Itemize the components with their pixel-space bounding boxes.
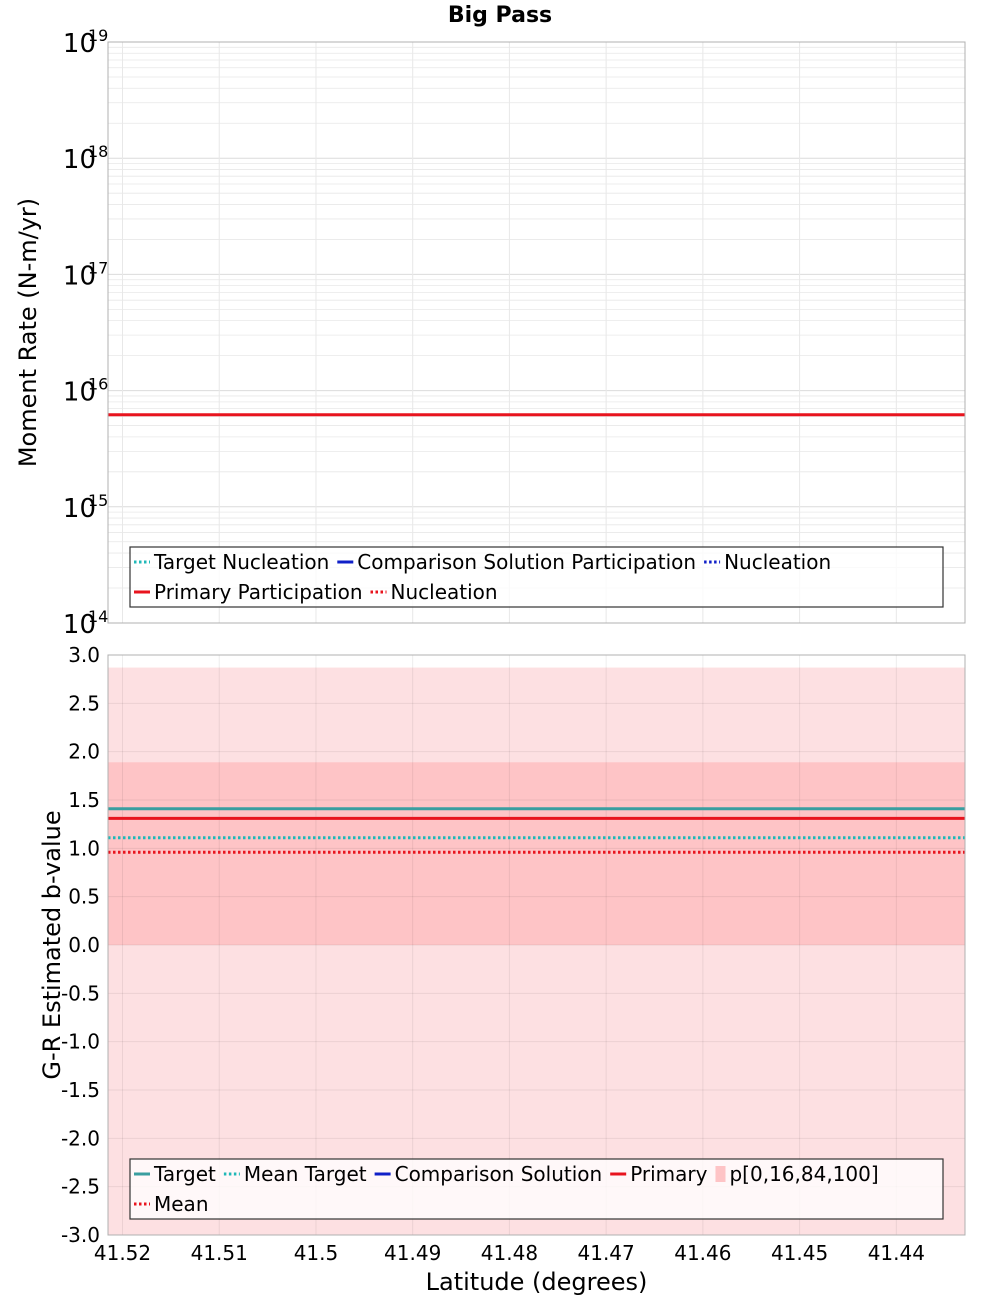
percentile-band bbox=[108, 762, 965, 945]
y-tick-label-base: 10 bbox=[63, 378, 96, 408]
y-tick-label-exponent: 16 bbox=[88, 375, 108, 394]
legend-label: p[0,16,84,100] bbox=[729, 1162, 878, 1186]
y-tick-label: 1.0 bbox=[68, 836, 100, 860]
y-tick-label: 0.5 bbox=[68, 885, 100, 909]
x-tick-label: 41.5 bbox=[294, 1241, 339, 1265]
legend-label: Comparison Solution bbox=[395, 1162, 603, 1186]
y-tick-label-base: 10 bbox=[63, 145, 96, 175]
y-tick-label: 2.0 bbox=[68, 740, 100, 764]
y-tick-label: -2.0 bbox=[61, 1126, 100, 1150]
legend-box bbox=[129, 546, 944, 608]
legend-swatch bbox=[715, 1166, 726, 1182]
legend-label: Nucleation bbox=[724, 550, 831, 574]
y-tick-label: -1.5 bbox=[61, 1078, 100, 1102]
legend-label: Mean Target bbox=[244, 1162, 367, 1186]
y-tick-label: -3.0 bbox=[61, 1223, 100, 1247]
y-tick-label-exponent: 17 bbox=[88, 258, 108, 277]
y-tick-label-base: 10 bbox=[63, 261, 96, 291]
moment-rate-y-label: Moment Rate (N-m/yr) bbox=[14, 198, 42, 467]
legend-label: Comparison Solution Participation bbox=[357, 550, 696, 574]
legend-label: Primary bbox=[630, 1162, 707, 1186]
x-tick-label: 41.52 bbox=[94, 1241, 151, 1265]
b-value-y-label: G-R Estimated b-value bbox=[38, 810, 66, 1079]
x-tick-label: 41.48 bbox=[481, 1241, 538, 1265]
legend-label: Primary Participation bbox=[154, 580, 363, 604]
b-value-legend: Target Mean Target Comparison Solution Prim… bbox=[129, 1158, 944, 1220]
y-tick-label-exponent: 15 bbox=[88, 491, 108, 510]
b-value-bands bbox=[108, 667, 965, 1235]
y-tick-label-exponent: 14 bbox=[88, 607, 108, 626]
b-value-frame bbox=[107, 654, 966, 1236]
x-tick-label: 41.51 bbox=[191, 1241, 248, 1265]
moment-rate-legend: Target Nucleation Comparison Solution Par… bbox=[129, 546, 944, 608]
moment-rate-grid bbox=[108, 41, 965, 624]
b-value-series bbox=[108, 807, 965, 854]
legend-box bbox=[129, 1158, 944, 1220]
y-tick-label: -1.0 bbox=[61, 1030, 100, 1054]
percentile-band bbox=[108, 667, 965, 1235]
y-tick-label-exponent: 19 bbox=[88, 26, 108, 45]
y-tick-label: -2.5 bbox=[61, 1175, 100, 1199]
y-tick-label-exponent: 18 bbox=[88, 142, 108, 161]
latitude-x-label: Latitude (degrees) bbox=[426, 1268, 648, 1296]
legend-label: Target bbox=[153, 1162, 216, 1186]
y-tick-label-base: 10 bbox=[63, 494, 96, 524]
legend-label: Target Nucleation bbox=[153, 550, 329, 574]
chart-title: Big Pass bbox=[448, 3, 552, 28]
y-tick-label: 2.5 bbox=[68, 691, 100, 715]
legend-label: Mean bbox=[154, 1192, 209, 1216]
y-tick-label: -0.5 bbox=[61, 981, 100, 1005]
moment-rate-frame bbox=[107, 41, 966, 624]
x-tick-label: 41.49 bbox=[384, 1241, 441, 1265]
y-tick-label: 0.0 bbox=[68, 933, 100, 957]
y-tick-label-base: 10 bbox=[63, 610, 96, 640]
b-value-y-ticks: 3.0 2.5 2.0 1.5 1.0 0.5 0.0 -0.5 -1.0 -1.5 -2.0 -2.… bbox=[61, 643, 100, 1247]
y-tick-label: 3.0 bbox=[68, 643, 100, 667]
y-tick-label: 1.5 bbox=[68, 788, 100, 812]
x-tick-label: 41.46 bbox=[674, 1241, 731, 1265]
x-tick-label: 41.45 bbox=[771, 1241, 828, 1265]
x-tick-label: 41.47 bbox=[578, 1241, 635, 1265]
b-value-panel: 3.0 2.5 2.0 1.5 1.0 0.5 0.0 -0.5 -1.0 -1.5 -2.0 -2.… bbox=[38, 643, 966, 1296]
legend-label: Nucleation bbox=[391, 580, 498, 604]
y-tick-label-base: 10 bbox=[63, 29, 96, 59]
latitude-x-ticks: 41.52 41.51 41.5 41.49 41.48 41.47 41.46 41.45 4… bbox=[94, 1241, 925, 1265]
x-tick-label: 41.44 bbox=[868, 1241, 925, 1265]
